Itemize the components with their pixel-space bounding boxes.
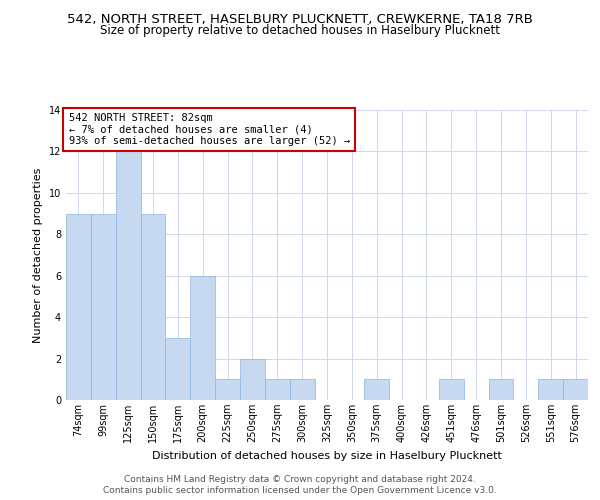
Text: 542, NORTH STREET, HASELBURY PLUCKNETT, CREWKERNE, TA18 7RB: 542, NORTH STREET, HASELBURY PLUCKNETT, … [67,12,533,26]
Text: Size of property relative to detached houses in Haselbury Plucknett: Size of property relative to detached ho… [100,24,500,37]
Bar [215,380,240,400]
Bar [488,380,514,400]
Bar [140,214,166,400]
Bar [240,358,265,400]
Bar [538,380,563,400]
Bar [290,380,314,400]
Bar [166,338,190,400]
Bar [439,380,464,400]
Bar [364,380,389,400]
Text: Contains public sector information licensed under the Open Government Licence v3: Contains public sector information licen… [103,486,497,495]
Bar [91,214,116,400]
Bar [116,152,140,400]
Text: 542 NORTH STREET: 82sqm
← 7% of detached houses are smaller (4)
93% of semi-deta: 542 NORTH STREET: 82sqm ← 7% of detached… [68,113,350,146]
Bar [265,380,290,400]
Text: Contains HM Land Registry data © Crown copyright and database right 2024.: Contains HM Land Registry data © Crown c… [124,475,476,484]
Bar [66,214,91,400]
Y-axis label: Number of detached properties: Number of detached properties [33,168,43,342]
X-axis label: Distribution of detached houses by size in Haselbury Plucknett: Distribution of detached houses by size … [152,450,502,460]
Bar [563,380,588,400]
Bar [190,276,215,400]
